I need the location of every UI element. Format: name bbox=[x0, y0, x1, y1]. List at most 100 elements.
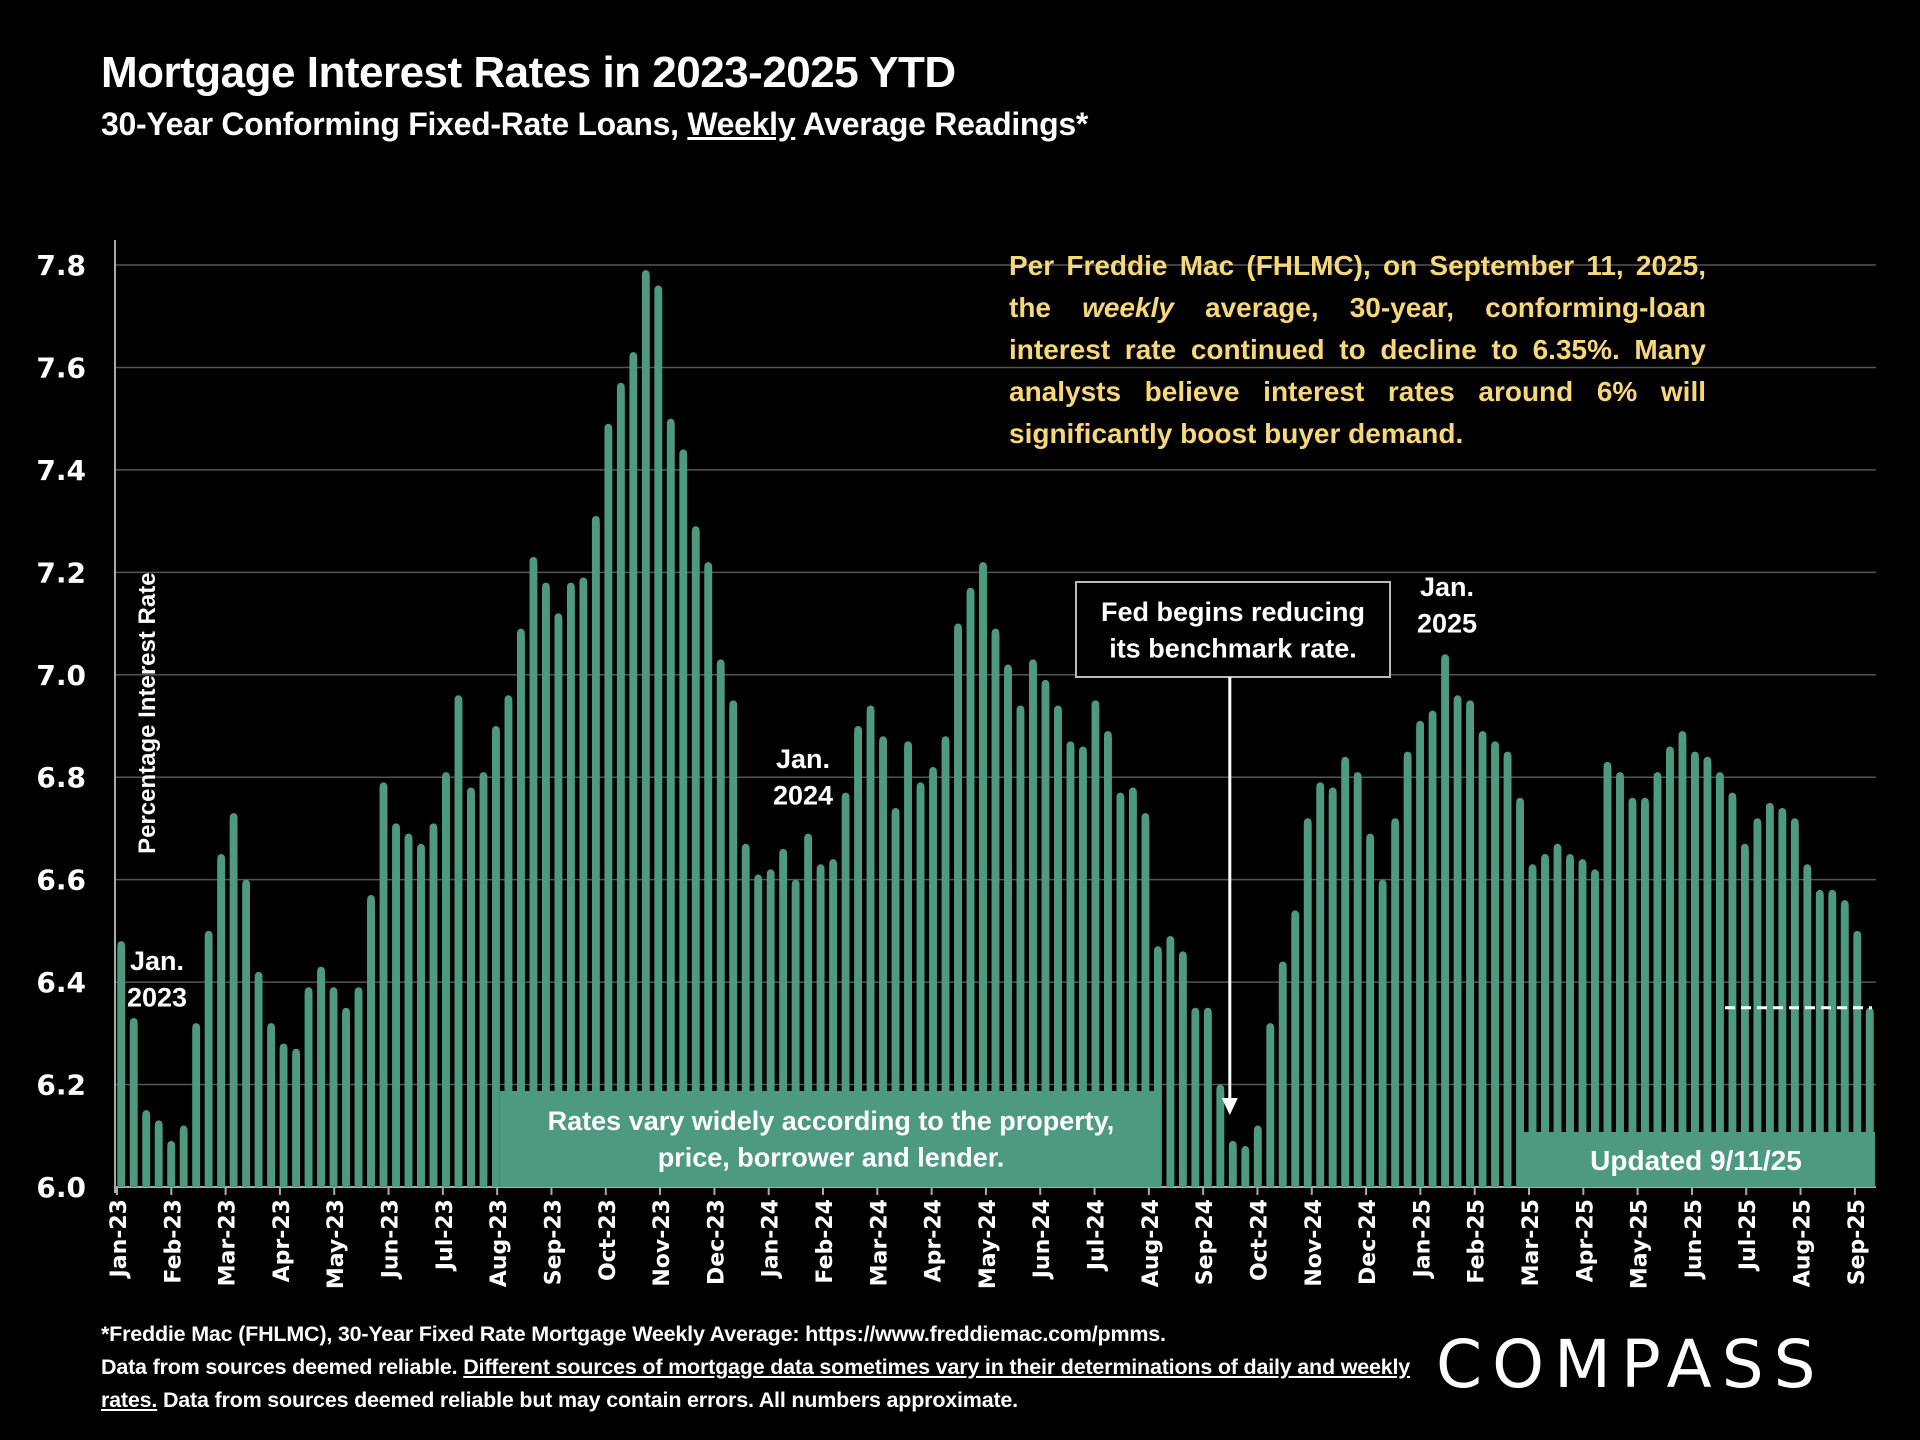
bar-body bbox=[1341, 762, 1350, 1187]
x-tick-label: May-24 bbox=[976, 1199, 1001, 1289]
bar-body bbox=[1703, 762, 1712, 1187]
x-tick-label: Jun-25 bbox=[1682, 1199, 1707, 1280]
bar-body bbox=[329, 993, 338, 1187]
bar-body bbox=[1241, 1152, 1250, 1187]
bar-body bbox=[267, 1029, 275, 1187]
y-axis-ticks: 6.0 6.2 6.4 6.6 6.8 7.0 7.2 7.4 7.6 7.8 Percentage… bbox=[36, 249, 161, 1204]
bar-body bbox=[1503, 757, 1512, 1187]
bar-body bbox=[1666, 752, 1674, 1187]
bar-body bbox=[1004, 670, 1012, 1187]
bar-body bbox=[204, 936, 213, 1187]
y-tick-label: 6.4 bbox=[36, 966, 86, 999]
bar-body bbox=[591, 521, 600, 1187]
note-part1: Per Freddie Mac (FHLMC), on September 11… bbox=[1009, 250, 1706, 323]
jan-2023-label-line1: Jan. bbox=[130, 946, 184, 976]
bar-body bbox=[1016, 711, 1025, 1187]
x-tick-label: Jun-24 bbox=[1030, 1199, 1055, 1280]
bar-body bbox=[1491, 747, 1499, 1187]
bar-body bbox=[117, 947, 126, 1187]
bar-body bbox=[217, 860, 226, 1187]
bar-body bbox=[479, 778, 488, 1187]
bar-body bbox=[1778, 813, 1787, 1187]
compass-logo: COMPASS bbox=[1436, 1326, 1826, 1403]
bar-body bbox=[1528, 870, 1537, 1187]
bar-body bbox=[1041, 685, 1050, 1187]
bar-body bbox=[1553, 849, 1562, 1187]
bar-body bbox=[1203, 1013, 1212, 1187]
chart-subtitle: 30-Year Conforming Fixed-Rate Loans, Wee… bbox=[101, 106, 1088, 143]
bar-body bbox=[279, 1049, 288, 1187]
bar-body bbox=[292, 1054, 300, 1187]
x-axis-ticks: Jan-23 Feb-23 Mar-23 Apr-23 May-23 Jun-23 Jul-… bbox=[107, 1187, 1870, 1289]
bar-body bbox=[554, 619, 563, 1187]
bar-body bbox=[1616, 778, 1624, 1187]
bar-body bbox=[1178, 957, 1187, 1187]
bar-body bbox=[442, 778, 450, 1187]
bar-body bbox=[804, 839, 813, 1187]
bar-body bbox=[1416, 726, 1425, 1187]
bar-body bbox=[1091, 706, 1100, 1187]
bar-body bbox=[1104, 737, 1112, 1187]
y-tick-label: 7.0 bbox=[36, 659, 86, 692]
bar-body bbox=[666, 424, 675, 1188]
bar-body bbox=[816, 870, 825, 1187]
bar-body bbox=[1516, 803, 1524, 1187]
bar-body bbox=[354, 993, 363, 1187]
bar-body bbox=[379, 788, 388, 1187]
y-axis-label: Percentage Interest Rate bbox=[134, 572, 161, 853]
jan-2025-label-line1: Jan. bbox=[1420, 572, 1474, 602]
bar-body bbox=[766, 875, 775, 1187]
bar-body bbox=[1578, 865, 1587, 1187]
bar-body bbox=[1253, 1131, 1262, 1187]
bar-body bbox=[1378, 885, 1387, 1187]
note-italic: weekly bbox=[1082, 292, 1174, 323]
bar-body bbox=[517, 634, 525, 1187]
bar-body bbox=[1566, 860, 1574, 1187]
bar-body bbox=[1828, 895, 1837, 1187]
bar-body bbox=[854, 732, 862, 1187]
bar-body bbox=[904, 747, 912, 1187]
footer-underlined: Different sources of mortgage data somet… bbox=[101, 1355, 1411, 1412]
bar-chart: 6.0 6.2 6.4 6.6 6.8 7.0 7.2 7.4 7.6 7.8 Percentage… bbox=[36, 240, 1876, 1289]
x-tick-label: Oct-23 bbox=[596, 1199, 621, 1281]
x-tick-label: Jul-23 bbox=[433, 1199, 458, 1272]
bar-body bbox=[979, 568, 987, 1187]
bar-body bbox=[1853, 936, 1862, 1187]
bar-body bbox=[167, 1146, 176, 1187]
bar-body bbox=[454, 701, 463, 1187]
bar-body bbox=[1129, 793, 1137, 1187]
x-tick-label: Feb-25 bbox=[1465, 1199, 1490, 1284]
bar-body bbox=[417, 849, 425, 1187]
bar-body bbox=[142, 1116, 151, 1187]
bar-body bbox=[929, 772, 937, 1187]
footer-line1: *Freddie Mac (FHLMC), 30-Year Fixed Rate… bbox=[101, 1322, 1166, 1346]
x-tick-label: Jul-24 bbox=[1085, 1199, 1110, 1272]
y-tick-label: 6.2 bbox=[36, 1069, 86, 1102]
bar-body bbox=[1316, 788, 1325, 1187]
x-tick-label: Sep-25 bbox=[1845, 1199, 1870, 1285]
bar-body bbox=[1366, 839, 1375, 1187]
y-tick-label: 7.4 bbox=[36, 454, 86, 487]
x-tick-label: Dec-24 bbox=[1356, 1199, 1381, 1285]
bar-body bbox=[1328, 793, 1337, 1187]
bar-body bbox=[1266, 1029, 1275, 1187]
bar-body bbox=[891, 813, 900, 1187]
annotations: Jan. 2023 Jan. 2024 Jan. 2025 Fed begins reduc… bbox=[127, 572, 1875, 1187]
x-tick-label: Apr-25 bbox=[1573, 1199, 1598, 1282]
fed-annotation-line2: its benchmark rate. bbox=[1109, 633, 1357, 663]
subtitle-prefix: 30-Year Conforming Fixed-Rate Loans, bbox=[101, 106, 688, 142]
bar-body bbox=[1166, 942, 1175, 1187]
bar-body bbox=[566, 588, 575, 1187]
freddie-mac-note: Per Freddie Mac (FHLMC), on September 11… bbox=[1009, 245, 1706, 455]
bar-body bbox=[941, 742, 950, 1187]
x-tick-label: Feb-23 bbox=[161, 1199, 186, 1284]
bar-body bbox=[654, 291, 663, 1187]
footer-plain: Data from sources deemed reliable. bbox=[101, 1355, 464, 1379]
x-tick-label: Jul-25 bbox=[1736, 1199, 1761, 1272]
bar-body bbox=[1278, 967, 1287, 1187]
bar-body bbox=[254, 977, 263, 1187]
bar-body bbox=[1291, 916, 1300, 1187]
bar-body bbox=[1716, 778, 1724, 1187]
bar-body bbox=[1653, 778, 1662, 1187]
x-tick-label: Apr-23 bbox=[270, 1199, 295, 1282]
